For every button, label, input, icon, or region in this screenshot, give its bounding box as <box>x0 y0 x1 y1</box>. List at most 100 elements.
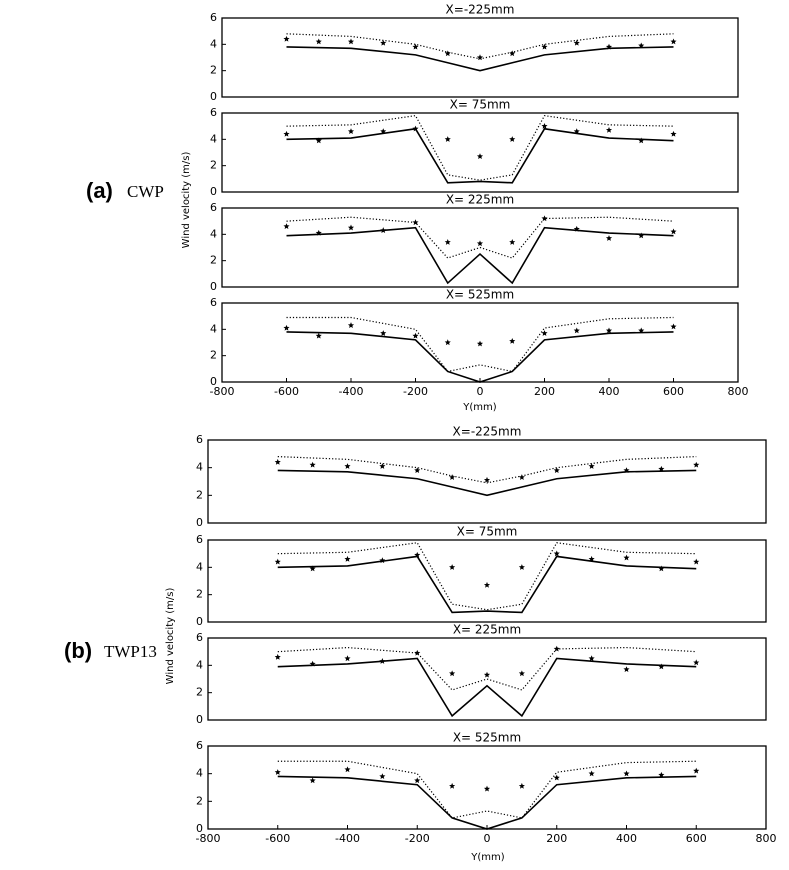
star-marker <box>518 782 525 789</box>
star-marker <box>347 38 355 45</box>
series-line <box>277 760 697 819</box>
star-marker <box>379 463 386 469</box>
subplot-title: X= 525mm <box>453 731 521 745</box>
y-tick-label: 2 <box>210 64 217 77</box>
star-marker <box>414 551 421 558</box>
star-marker <box>518 670 525 677</box>
y-tick-label: 6 <box>196 533 203 546</box>
star-marker <box>444 50 451 57</box>
x-tick-label: -400 <box>339 385 364 398</box>
y-axis-label: Wind velocity (m/s) <box>165 588 176 685</box>
y-tick-label: 0 <box>196 713 203 726</box>
star-marker <box>309 461 316 468</box>
y-tick-label: 0 <box>196 615 203 628</box>
x-tick-label: 600 <box>663 385 684 398</box>
star-marker <box>412 43 419 50</box>
series-line <box>286 216 674 259</box>
y-tick-label: 6 <box>196 739 203 752</box>
star-marker <box>414 777 421 784</box>
y-tick-label: 4 <box>196 461 203 474</box>
star-marker <box>509 136 516 142</box>
panel-label: (a) <box>86 178 113 203</box>
star-marker <box>476 240 484 247</box>
series-line <box>277 456 697 484</box>
star-marker <box>379 773 386 780</box>
star-marker <box>274 458 281 465</box>
series-line <box>286 114 674 181</box>
series-line <box>286 127 674 184</box>
star-marker <box>444 339 451 346</box>
star-marker <box>638 42 645 49</box>
star-marker <box>509 50 516 57</box>
star-marker <box>347 322 355 328</box>
star-marker <box>553 467 560 474</box>
star-marker <box>483 671 491 678</box>
star-marker <box>605 126 613 133</box>
star-marker <box>623 770 630 777</box>
y-tick-label: 2 <box>210 349 217 362</box>
star-marker <box>283 223 290 230</box>
star-marker <box>483 476 491 483</box>
plot-frame <box>207 539 767 623</box>
series-line <box>277 646 697 691</box>
star-marker <box>274 653 281 660</box>
star-marker <box>344 655 351 662</box>
star-marker <box>605 327 613 334</box>
y-tick-label: 2 <box>196 588 203 601</box>
y-tick-label: 6 <box>196 631 203 644</box>
star-marker <box>658 565 665 572</box>
subplot-title: X=-225mm <box>446 3 515 17</box>
x-tick-label: 200 <box>534 385 555 398</box>
star-marker <box>518 564 525 570</box>
star-marker <box>638 232 645 239</box>
x-tick-label: -600 <box>265 832 290 845</box>
star-marker <box>414 467 421 474</box>
star-marker <box>309 565 316 572</box>
y-tick-label: 6 <box>210 11 217 24</box>
x-tick-label: 200 <box>546 832 567 845</box>
star-marker <box>483 785 491 792</box>
star-marker <box>274 769 281 775</box>
panel-caption: CWP <box>127 182 164 201</box>
star-marker <box>623 467 630 474</box>
star-marker <box>483 581 491 588</box>
star-marker <box>670 38 677 45</box>
y-tick-label: 6 <box>210 296 217 309</box>
star-marker <box>553 550 560 557</box>
y-tick-label: 0 <box>196 516 203 529</box>
star-marker <box>309 660 316 667</box>
panel-label: (b) <box>64 638 92 663</box>
y-tick-label: 4 <box>210 322 217 335</box>
y-tick-label: 2 <box>210 159 217 172</box>
star-marker <box>541 43 548 50</box>
star-marker <box>283 35 290 42</box>
star-marker <box>670 228 677 235</box>
star-marker <box>476 153 484 160</box>
x-tick-label: -800 <box>210 385 235 398</box>
star-marker <box>553 774 560 781</box>
star-marker <box>693 558 700 565</box>
plot-frame <box>207 637 767 721</box>
y-tick-label: 6 <box>196 433 203 446</box>
star-marker <box>274 558 281 565</box>
star-marker <box>476 54 484 61</box>
y-tick-label: 0 <box>210 375 217 388</box>
star-marker <box>449 564 456 570</box>
y-tick-label: 4 <box>210 37 217 50</box>
plot-frame <box>221 207 739 288</box>
star-marker <box>693 659 700 666</box>
series-line <box>277 469 697 497</box>
y-tick-label: 0 <box>210 185 217 198</box>
star-marker <box>573 327 580 334</box>
series-line <box>277 775 697 830</box>
x-tick-label: -600 <box>274 385 299 398</box>
star-marker <box>379 557 386 564</box>
y-tick-label: 6 <box>210 106 217 119</box>
star-marker <box>444 136 451 142</box>
star-marker <box>476 340 484 347</box>
series-line <box>277 657 697 718</box>
star-marker <box>573 128 580 135</box>
star-marker <box>509 239 516 245</box>
panel-caption: TWP13 <box>104 642 157 661</box>
x-tick-label: 600 <box>686 832 707 845</box>
